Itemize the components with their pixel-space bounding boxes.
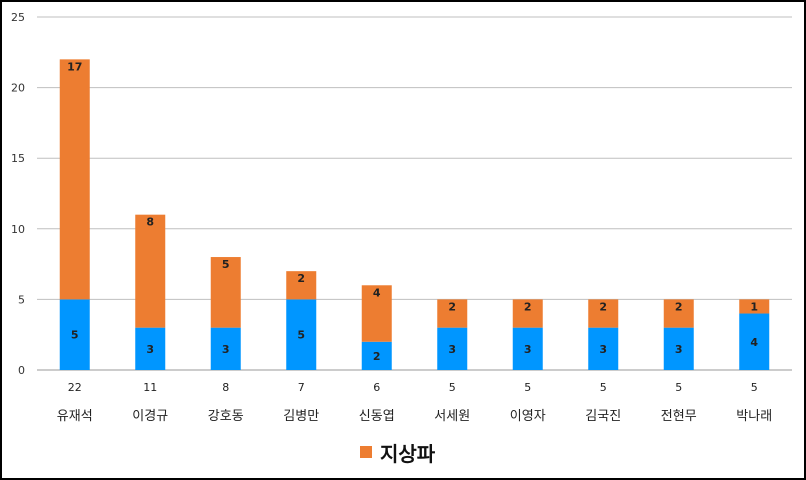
data-label: 5 bbox=[222, 258, 230, 271]
total-label: 22 bbox=[68, 381, 82, 394]
total-label: 8 bbox=[222, 381, 229, 394]
data-label: 2 bbox=[675, 300, 683, 313]
category-label: 전현무 bbox=[661, 409, 697, 424]
bar-segment-1 bbox=[361, 285, 392, 342]
data-label: 3 bbox=[448, 343, 456, 356]
category-label: 서세원 bbox=[434, 409, 470, 424]
data-label: 4 bbox=[373, 286, 381, 299]
bar-segment-1 bbox=[286, 271, 317, 300]
y-tick-label: 0 bbox=[18, 364, 25, 377]
total-label: 5 bbox=[675, 381, 682, 394]
total-label: 5 bbox=[751, 381, 758, 394]
data-label: 2 bbox=[297, 272, 305, 285]
bar-segment-0 bbox=[512, 327, 543, 370]
data-label: 3 bbox=[524, 343, 532, 356]
bar-segment-1 bbox=[210, 257, 241, 328]
data-label: 2 bbox=[448, 300, 456, 313]
bar-segment-1 bbox=[739, 299, 770, 314]
data-label: 8 bbox=[146, 216, 154, 229]
data-label: 3 bbox=[675, 343, 683, 356]
data-label: 2 bbox=[599, 300, 607, 313]
bar-segment-1 bbox=[59, 59, 90, 300]
total-label: 7 bbox=[298, 381, 305, 394]
data-label: 3 bbox=[599, 343, 607, 356]
category-label: 박나래 bbox=[736, 409, 772, 424]
bar-segment-0 bbox=[210, 327, 241, 370]
bar-segment-1 bbox=[512, 299, 543, 328]
data-label: 3 bbox=[146, 343, 154, 356]
bar-segment-0 bbox=[59, 299, 90, 370]
y-tick-label: 25 bbox=[11, 11, 25, 24]
total-label: 11 bbox=[143, 381, 157, 394]
data-label: 1 bbox=[750, 300, 758, 313]
category-label: 김병만 bbox=[283, 409, 319, 424]
total-label: 5 bbox=[600, 381, 607, 394]
data-label: 5 bbox=[297, 329, 305, 342]
category-label: 이경규 bbox=[132, 409, 168, 424]
total-label: 5 bbox=[524, 381, 531, 394]
y-tick-label: 15 bbox=[11, 152, 25, 165]
bar-segment-0 bbox=[437, 327, 468, 370]
category-label: 유재석 bbox=[57, 409, 93, 424]
bar-segment-1 bbox=[588, 299, 619, 328]
data-label: 3 bbox=[222, 343, 230, 356]
legend-swatch bbox=[360, 446, 372, 458]
bar-segment-0 bbox=[588, 327, 619, 370]
category-label: 강호동 bbox=[208, 409, 244, 424]
bar-segment-1 bbox=[437, 299, 468, 328]
category-label: 신동엽 bbox=[359, 409, 395, 424]
bar-segment-1 bbox=[135, 214, 166, 328]
y-tick-label: 5 bbox=[18, 293, 25, 306]
total-label: 6 bbox=[373, 381, 380, 394]
total-label: 5 bbox=[449, 381, 456, 394]
y-tick-label: 10 bbox=[11, 223, 25, 236]
bar-segment-0 bbox=[663, 327, 694, 370]
bar-segment-0 bbox=[286, 299, 317, 370]
bar-segment-0 bbox=[135, 327, 166, 370]
data-label: 17 bbox=[67, 60, 82, 73]
bar-segment-0 bbox=[739, 313, 770, 370]
category-label: 이영자 bbox=[510, 409, 546, 424]
y-tick-label: 20 bbox=[11, 82, 25, 95]
legend-label: 지상파 bbox=[380, 442, 436, 466]
bar-segment-0 bbox=[361, 341, 392, 370]
bar-segment-1 bbox=[663, 299, 694, 328]
data-label: 4 bbox=[750, 336, 758, 349]
data-label: 5 bbox=[71, 329, 79, 342]
category-label: 김국진 bbox=[585, 409, 621, 424]
data-label: 2 bbox=[524, 300, 532, 313]
data-label: 2 bbox=[373, 350, 381, 363]
